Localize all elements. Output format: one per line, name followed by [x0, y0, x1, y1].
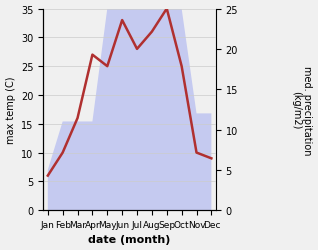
Y-axis label: max temp (C): max temp (C) — [5, 76, 16, 144]
Y-axis label: med. precipitation
(kg/m2): med. precipitation (kg/m2) — [291, 65, 313, 154]
X-axis label: date (month): date (month) — [88, 234, 171, 244]
